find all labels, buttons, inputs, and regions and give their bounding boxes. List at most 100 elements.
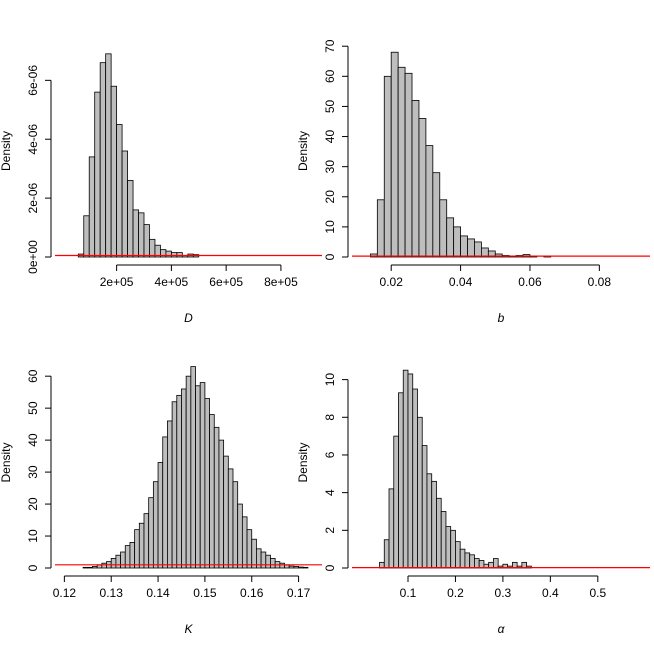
bar [474, 558, 480, 569]
bar [383, 75, 392, 258]
x-tick-label: 0.02 [380, 275, 404, 289]
y-tick-label: 40 [323, 130, 337, 144]
bar [411, 100, 420, 258]
bar [92, 566, 98, 569]
y-tick-label: 0e+00 [26, 240, 40, 274]
bar [478, 560, 485, 569]
bar [493, 558, 499, 569]
bar [127, 180, 134, 258]
bar [417, 416, 423, 569]
bar [393, 435, 399, 569]
bar [157, 462, 164, 569]
bar [467, 238, 475, 258]
bar [88, 156, 96, 258]
bar [143, 513, 150, 569]
bar [167, 420, 173, 569]
bar [440, 511, 447, 569]
x-tick-label: 4e+05 [155, 275, 189, 289]
x-tick-label: 0.15 [193, 586, 217, 600]
y-axis-label: Density [0, 131, 13, 171]
bar [270, 558, 276, 569]
bar [302, 566, 309, 569]
bar [418, 118, 427, 258]
bar [116, 124, 123, 258]
y-tick-label: 60 [323, 69, 337, 83]
y-tick-label: 40 [26, 433, 40, 447]
bar [421, 445, 428, 569]
bar [204, 398, 210, 569]
bar [138, 212, 145, 258]
x-tick-label: 0.1 [400, 586, 417, 600]
x-tick-label: 0.2 [447, 586, 464, 600]
bar [425, 145, 434, 258]
y-tick-label: 20 [323, 190, 337, 204]
x-tick-label: 0.4 [542, 586, 559, 600]
bar [132, 209, 139, 258]
bar [99, 62, 107, 258]
y-tick-label: 8 [323, 414, 337, 421]
bar [436, 497, 442, 569]
bar [82, 566, 89, 569]
y-tick-label: 4 [323, 489, 337, 496]
bar [453, 226, 461, 258]
x-axis-label: α [498, 622, 506, 636]
bar [171, 401, 178, 569]
bar [388, 488, 395, 569]
bar [288, 565, 295, 569]
bar [143, 224, 150, 258]
bar [121, 150, 128, 258]
bar [170, 252, 178, 258]
y-tick-label: 30 [26, 465, 40, 479]
bar [450, 529, 456, 569]
bar [279, 562, 285, 569]
bar [149, 238, 156, 258]
bar [110, 558, 117, 569]
bar [431, 480, 437, 569]
bar [213, 426, 220, 569]
bar [148, 497, 154, 569]
bar [376, 199, 385, 258]
y-tick-label: 10 [323, 220, 337, 234]
bar [185, 375, 192, 569]
bar [199, 382, 206, 569]
bar [460, 235, 468, 258]
x-tick-label: 0.06 [518, 275, 542, 289]
y-tick-label: 0 [26, 564, 40, 571]
bar [162, 436, 168, 569]
x-axis-label: D [184, 311, 193, 325]
x-tick-label: 6e+05 [209, 275, 243, 289]
y-tick-label: 6 [323, 451, 337, 458]
y-tick-label: 4e-06 [26, 124, 40, 155]
bar [402, 369, 409, 569]
bar [209, 414, 215, 569]
bar [439, 199, 448, 258]
y-tick-label: 0 [323, 564, 337, 571]
bar [251, 538, 257, 569]
bar [237, 503, 243, 569]
bar [407, 373, 414, 569]
bar [120, 551, 126, 569]
y-tick-label: 6e-06 [26, 65, 40, 96]
bar [383, 539, 390, 569]
y-tick-label: 0 [323, 253, 337, 260]
bar [474, 241, 482, 258]
bar [241, 516, 248, 569]
y-tick-label: 10 [26, 529, 40, 543]
y-tick-label: 2 [323, 527, 337, 534]
bar [455, 541, 461, 569]
bar [246, 529, 253, 569]
bar [129, 542, 136, 569]
bar [464, 552, 471, 569]
bar [83, 215, 90, 258]
bar [110, 85, 118, 258]
bar [115, 554, 121, 569]
bar [176, 252, 183, 258]
x-tick-label: 0.16 [240, 586, 264, 600]
bar [195, 385, 201, 569]
bar [176, 394, 182, 569]
x-axis-label: K [184, 622, 193, 636]
y-axis-label: Density [296, 442, 310, 482]
bar [293, 566, 299, 569]
x-tick-label: 0.08 [588, 275, 612, 289]
